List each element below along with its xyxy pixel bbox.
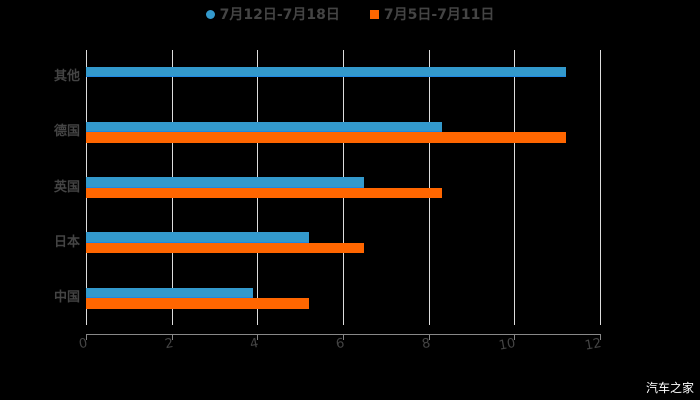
x-axis-tick-label: 10 [497, 336, 517, 354]
legend-label: 7月5日-7月11日 [383, 7, 495, 23]
y-axis-category-label: 英国 [53, 179, 80, 195]
bar-series-1[interactable] [86, 177, 365, 188]
x-axis-tick-label: 4 [248, 336, 260, 353]
x-axis-tick [429, 334, 430, 340]
x-axis-tick [343, 334, 344, 340]
x-axis-tick [257, 334, 258, 340]
x-axis-tick-label: 12 [583, 336, 603, 354]
legend-item-series-2[interactable]: 7月5日-7月11日 [369, 4, 495, 24]
legend-circle-icon [205, 9, 215, 19]
y-axis-category-label: 日本 [53, 234, 80, 250]
bar-series-2[interactable] [86, 132, 566, 143]
x-axis-tick-label: 6 [334, 336, 346, 353]
bar-series-2[interactable] [86, 298, 309, 309]
x-axis-tick-label: 0 [77, 336, 89, 353]
x-axis-tick [600, 334, 601, 340]
x-axis-tick [86, 334, 87, 340]
x-axis-tick-label: 8 [420, 336, 432, 353]
x-axis-tick-label: 2 [163, 336, 175, 353]
gridline [600, 50, 601, 325]
bar-series-1[interactable] [86, 287, 254, 298]
x-axis-tick [172, 334, 173, 340]
x-axis-tick [514, 334, 515, 340]
bar-series-1[interactable] [86, 66, 566, 77]
y-axis-category-label: 其他 [53, 69, 80, 84]
bar-series-1[interactable] [86, 121, 442, 133]
bar-series-2[interactable] [86, 242, 365, 254]
chart-legend: 7月12日-7月18日 7月5日-7月11日 [0, 4, 700, 24]
gridline [514, 50, 515, 325]
legend-item-series-1[interactable]: 7月12日-7月18日 [205, 4, 340, 24]
bar-series-1[interactable] [86, 232, 309, 243]
legend-label: 7月12日-7月18日 [219, 7, 340, 23]
x-axis-line [86, 334, 601, 335]
watermark: 汽车之家 [645, 381, 694, 395]
bar-series-2[interactable] [86, 187, 442, 198]
y-axis-category-label: 中国 [53, 290, 80, 305]
legend-square-icon [369, 9, 379, 19]
y-axis-category-label: 德国 [53, 124, 80, 140]
